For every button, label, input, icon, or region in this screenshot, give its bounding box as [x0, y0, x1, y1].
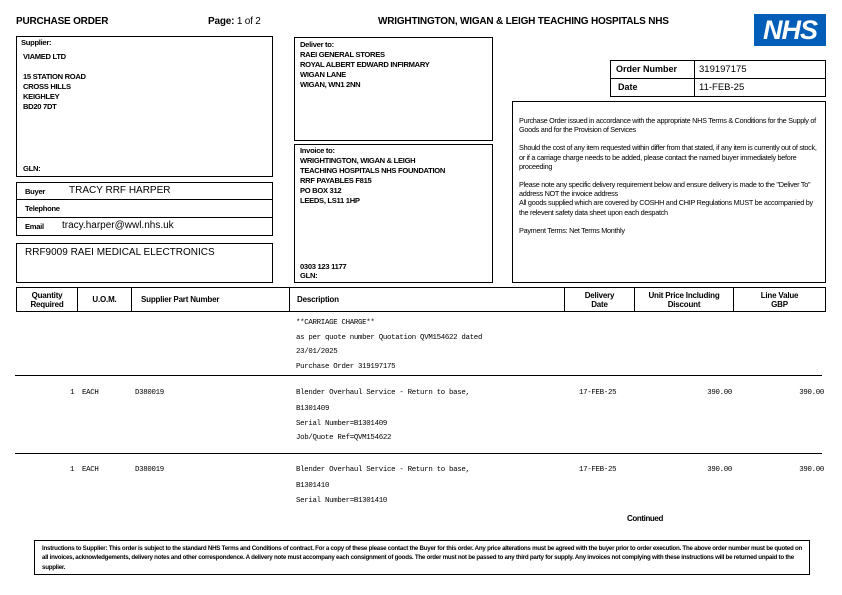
item-description-line: Serial Number=B1301409: [296, 420, 387, 428]
continued-label: Continued: [627, 514, 663, 523]
item-delivery-date: 17-FEB-25: [579, 389, 617, 397]
buyer-label: Buyer: [25, 187, 46, 196]
item-description-line: B1301409: [296, 405, 330, 413]
deliver-address-line: RAEI GENERAL STORES: [300, 50, 385, 59]
invoice-address-line: LEEDS, LS11 1HP: [300, 196, 360, 205]
invoice-address-line: WRIGHTINGTON, WIGAN & LEIGH: [300, 156, 416, 165]
page-indicator: Page: 1 of 2: [208, 16, 261, 27]
item-quantity: 1: [70, 466, 75, 474]
email-row: Email tracy.harper@wwl.nhs.uk: [17, 218, 272, 235]
col-quantity: Quantity Required: [17, 288, 78, 311]
item-delivery-date: 17-FEB-25: [579, 466, 617, 474]
buyer-name: TRACY RRF HARPER: [69, 185, 171, 196]
supplier-instructions: Instructions to Supplier: This order is …: [34, 540, 810, 575]
invoice-box: Invoice to: WRIGHTINGTON, WIGAN & LEIGH T…: [294, 144, 493, 283]
instructions-text: Instructions to Supplier: This order is …: [42, 545, 803, 571]
deliver-address-line: WIGAN LANE: [300, 70, 346, 79]
item-part-number: D380019: [135, 466, 164, 474]
buyer-row: Buyer TRACY RRF HARPER: [17, 183, 272, 200]
row-divider: [15, 375, 822, 376]
order-number-label: Order Number: [616, 64, 678, 74]
supplier-address-line: KEIGHLEY: [23, 92, 60, 101]
order-date: 11-FEB-25: [699, 82, 745, 93]
supplier-gln: GLN:: [23, 164, 41, 173]
email-value[interactable]: tracy.harper@wwl.nhs.uk: [62, 220, 174, 231]
supplier-address-line: VIAMED LTD: [23, 52, 66, 61]
terms-box: Purchase Order issued in accordance with…: [512, 101, 826, 283]
item-unit-price: 390.00: [707, 389, 732, 397]
supplier-address: VIAMED LTD 15 STATION ROAD CROSS HILLS KEI…: [23, 52, 86, 112]
col-unit-price: Unit Price Including Discount: [635, 288, 734, 311]
page-value: 1 of 2: [236, 16, 261, 27]
invoice-address-line: PO BOX 312: [300, 186, 342, 195]
col-part-number: Supplier Part Number: [132, 288, 290, 311]
item-description-line: Blender Overhaul Service - Return to bas…: [296, 389, 470, 397]
cost-centre: RRF9009 RAEI MEDICAL ELECTRONICS: [25, 247, 215, 258]
order-info-table: Order Number 319197175 Date 11-FEB-25: [610, 60, 826, 97]
item-line-value: 390.00: [799, 466, 824, 474]
buyer-box: Buyer TRACY RRF HARPER Telephone Email t…: [16, 182, 273, 236]
document-title: PURCHASE ORDER: [16, 16, 109, 27]
col-uom: U.O.M.: [78, 288, 132, 311]
carriage-line: as per quote number Quotation QVM154622 …: [296, 333, 483, 342]
item-line-value: 390.00: [799, 389, 824, 397]
items-header: Quantity Required U.O.M. Supplier Part N…: [16, 287, 826, 312]
supplier-address-line: [23, 62, 86, 72]
item-part-number: D380019: [135, 389, 164, 397]
terms-paragraph: Should the cost of any item requested wi…: [519, 143, 817, 171]
terms-text: Purchase Order issued in accordance with…: [519, 116, 819, 244]
page-label: Page:: [208, 16, 235, 27]
order-date-label: Date: [618, 82, 638, 92]
telephone-row: Telephone: [17, 200, 272, 218]
carriage-line: 23/01/2025: [296, 348, 338, 356]
telephone-label: Telephone: [25, 204, 60, 213]
item-description-line: Blender Overhaul Service - Return to bas…: [296, 466, 470, 474]
deliver-box: Deliver to: RAEI GENERAL STORES ROYAL ALB…: [294, 37, 493, 141]
item-unit-price: 390.00: [707, 466, 732, 474]
deliver-address: RAEI GENERAL STORES ROYAL ALBERT EDWARD I…: [300, 50, 430, 90]
invoice-gln: GLN:: [300, 271, 318, 280]
item-quantity: 1: [70, 389, 75, 397]
deliver-address-line: WIGAN, WN1 2NN: [300, 80, 361, 89]
carriage-line: Purchase Order 319197175: [296, 362, 396, 371]
organisation-name: WRIGHTINGTON, WIGAN & LEIGH TEACHING HOS…: [378, 16, 669, 27]
col-line-value: Line Value GBP: [760, 290, 799, 309]
invoice-phone: 0303 123 1177: [300, 262, 347, 271]
nhs-logo: NHS: [754, 14, 826, 46]
item-uom: EACH: [82, 466, 99, 474]
supplier-address-line: 15 STATION ROAD: [23, 72, 86, 81]
deliver-address-line: ROYAL ALBERT EDWARD INFIRMARY: [300, 60, 430, 69]
terms-paragraph: Payment Terms: Net Terms Monthly: [519, 225, 625, 235]
carriage-line: **CARRIAGE CHARGE**: [296, 319, 375, 327]
item-description-line: Job/Quote Ref=QVM154622: [296, 434, 392, 442]
order-number: 319197175: [699, 64, 747, 75]
col-description: Description: [290, 288, 565, 311]
item-uom: EACH: [82, 389, 99, 397]
deliver-label: Deliver to:: [300, 40, 334, 49]
terms-paragraph: Purchase Order issued in accordance with…: [519, 116, 816, 135]
terms-paragraph: Please note any specific delivery requir…: [519, 180, 813, 217]
supplier-box: Supplier: VIAMED LTD 15 STATION ROAD CROS…: [16, 36, 273, 177]
email-label: Email: [25, 222, 44, 231]
cost-centre-box: RRF9009 RAEI MEDICAL ELECTRONICS: [16, 243, 273, 283]
supplier-address-line: BD20 7DT: [23, 102, 57, 111]
invoice-address-line: RRF PAYABLES F815: [300, 176, 372, 185]
invoice-label: Invoice to:: [300, 146, 335, 155]
supplier-label: Supplier:: [21, 38, 52, 47]
invoice-address-line: TEACHING HOSPITALS NHS FOUNDATION: [300, 166, 446, 175]
item-description-line: Serial Number=B1301410: [296, 497, 387, 505]
col-delivery-date: Delivery Date: [565, 288, 635, 311]
item-description-line: B1301410: [296, 482, 330, 490]
invoice-address: WRIGHTINGTON, WIGAN & LEIGH TEACHING HOSP…: [300, 156, 445, 206]
supplier-address-line: CROSS HILLS: [23, 82, 71, 91]
row-divider: [15, 453, 822, 454]
carriage-charge-note: **CARRIAGE CHARGE** as per quote number Q…: [296, 316, 482, 374]
